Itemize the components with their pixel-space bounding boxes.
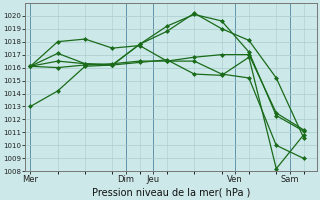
X-axis label: Pression niveau de la mer( hPa ): Pression niveau de la mer( hPa ): [92, 187, 250, 197]
